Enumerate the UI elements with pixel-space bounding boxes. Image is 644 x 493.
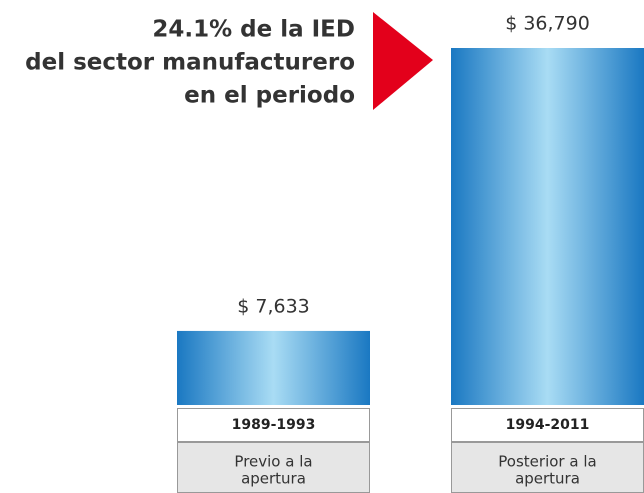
category-label: 1994-2011: [506, 417, 590, 433]
sublabel: apertura: [515, 470, 580, 488]
value-label: $ 36,790: [505, 13, 590, 35]
sublabel-box: [451, 442, 644, 493]
sublabel: Previo a la: [234, 453, 312, 471]
category-box: [177, 408, 370, 442]
annotation: en el periodo: [184, 83, 355, 109]
arrow: [373, 12, 433, 110]
bar: [451, 48, 644, 405]
sublabel: Posterior a la: [498, 453, 596, 471]
bar: [177, 330, 370, 405]
annotation: del sector manufacturero: [25, 50, 355, 76]
value-label: $ 7,633: [237, 295, 310, 317]
category-label: 1989-1993: [232, 417, 316, 433]
sublabel: apertura: [241, 470, 306, 488]
sublabel-box: [177, 442, 370, 493]
category-box: [451, 408, 644, 442]
annotation: 24.1% de la IED: [152, 17, 355, 43]
